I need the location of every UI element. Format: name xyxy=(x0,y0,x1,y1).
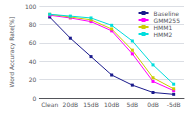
svg-text:GMM255: GMM255 xyxy=(154,17,181,24)
svg-text:60: 60 xyxy=(29,39,37,46)
svg-text:Word Accuracy Rate[%]: Word Accuracy Rate[%] xyxy=(8,17,16,88)
svg-text:100: 100 xyxy=(25,3,37,10)
svg-text:10dB: 10dB xyxy=(104,101,120,108)
svg-text:20: 20 xyxy=(29,76,37,83)
svg-text:80: 80 xyxy=(29,21,37,28)
svg-text:20dB: 20dB xyxy=(63,101,79,108)
svg-text:-5dB: -5dB xyxy=(167,101,181,108)
svg-text:Baseline: Baseline xyxy=(154,10,180,17)
svg-text:15dB: 15dB xyxy=(83,101,99,108)
svg-text:5dB: 5dB xyxy=(126,101,138,108)
svg-text:Clean: Clean xyxy=(41,101,58,108)
svg-text:0dB: 0dB xyxy=(147,101,159,108)
svg-text:40: 40 xyxy=(29,58,37,65)
svg-text:HMM2: HMM2 xyxy=(154,31,173,38)
svg-text:HMM1: HMM1 xyxy=(154,24,173,31)
svg-text:0: 0 xyxy=(33,95,37,102)
